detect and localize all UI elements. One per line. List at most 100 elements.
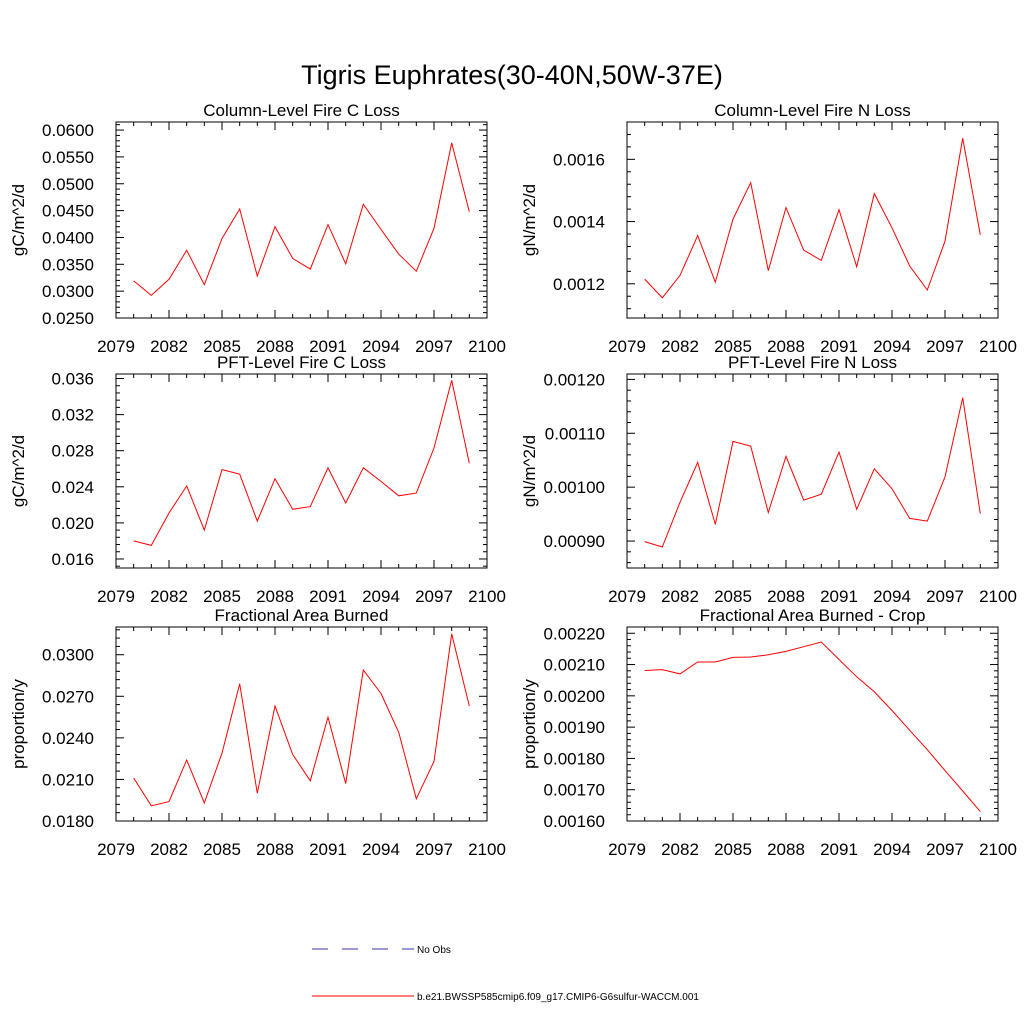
- y-tick-label: 0.0210: [42, 770, 94, 789]
- series-line: [644, 641, 981, 812]
- y-tick-label: 0.0600: [42, 121, 94, 140]
- plot-frame: [626, 626, 999, 822]
- x-tick-label: 2088: [256, 587, 294, 606]
- y-tick-label: 0.016: [51, 550, 94, 569]
- x-tick-label: 2079: [97, 587, 135, 606]
- y-tick-label: 0.0500: [42, 175, 94, 194]
- chart-panel-1: Column-Level Fire C Loss gC/m^2/d 2079 2082…: [9, 101, 506, 356]
- x-tick-label: 2091: [309, 840, 347, 859]
- x-tick-label: 2082: [661, 337, 699, 356]
- y-tick-label: 0.0014: [553, 213, 605, 232]
- y-tick-label: 0.00180: [544, 749, 605, 768]
- y-tick-label: 0.00110: [545, 424, 605, 443]
- y-axis-label: proportion/y: [9, 679, 28, 769]
- y-tick-label: 0.00120: [544, 370, 605, 389]
- chart-panel-3: PFT-Level Fire C Loss gC/m^2/d 2079 2082 208…: [9, 353, 506, 606]
- x-tick-label: 2085: [714, 337, 752, 356]
- x-tick-label: 2097: [415, 840, 453, 859]
- x-tick-label: 2085: [203, 337, 241, 356]
- x-tick-label: 2100: [979, 337, 1017, 356]
- series-line: [133, 633, 470, 807]
- panel-title: PFT-Level Fire N Loss: [728, 353, 897, 372]
- chart-panel-6: Fractional Area Burned - Crop proportion/…: [520, 606, 1017, 859]
- x-tick-label: 2097: [926, 840, 964, 859]
- x-tick-label: 2082: [150, 337, 188, 356]
- x-tick-label: 2088: [256, 337, 294, 356]
- x-tick-label: 2091: [820, 840, 858, 859]
- chart-panel-5: Fractional Area Burned proportion/y 2079 20…: [9, 606, 506, 859]
- x-tick-label: 2082: [661, 587, 699, 606]
- legend: No Obs b.e21.BWSSP585cmip6.f09_g17.CMIP6…: [312, 945, 699, 1003]
- y-tick-label: 0.0240: [42, 729, 94, 748]
- x-tick-label: 2079: [97, 337, 135, 356]
- y-tick-label: 0.032: [51, 406, 94, 425]
- y-tick-label: 0.00190: [544, 718, 605, 737]
- x-tick-label: 2097: [926, 587, 964, 606]
- y-tick-label: 0.0450: [42, 202, 94, 221]
- y-axis-label: gC/m^2/d: [9, 184, 28, 256]
- series-line: [644, 138, 981, 299]
- series-line: [133, 142, 470, 297]
- y-tick-label: 0.020: [51, 514, 94, 533]
- y-tick-label: 0.00160: [544, 812, 605, 831]
- x-tick-label: 2085: [714, 840, 752, 859]
- chart-panel-4: PFT-Level Fire N Loss gN/m^2/d 2079 2082 208…: [520, 353, 1017, 606]
- y-tick-label: 0.0400: [42, 228, 94, 247]
- panel-title: Fractional Area Burned: [215, 606, 389, 625]
- x-tick-label: 2079: [608, 587, 646, 606]
- x-tick-label: 2094: [362, 840, 400, 859]
- x-tick-label: 2085: [714, 587, 752, 606]
- plot-frame: [115, 121, 488, 319]
- panel-title: Fractional Area Burned - Crop: [700, 606, 926, 625]
- x-tick-label: 2100: [979, 840, 1017, 859]
- y-axis-label: gC/m^2/d: [9, 435, 28, 507]
- panel-title: Column-Level Fire N Loss: [714, 101, 911, 120]
- legend-model-label: b.e21.BWSSP585cmip6.f09_g17.CMIP6-G6sulf…: [417, 992, 699, 1003]
- plot-frame: [626, 121, 999, 319]
- panels: Column-Level Fire C Loss gC/m^2/d 2079 2082…: [9, 101, 1017, 859]
- x-tick-label: 2091: [309, 587, 347, 606]
- y-axis-label: gN/m^2/d: [520, 184, 539, 256]
- x-tick-label: 2088: [256, 840, 294, 859]
- y-tick-label: 0.00100: [544, 478, 605, 497]
- y-tick-label: 0.0300: [42, 646, 94, 665]
- y-tick-label: 0.036: [51, 370, 94, 389]
- x-tick-label: 2097: [926, 337, 964, 356]
- series-line: [644, 397, 981, 548]
- x-tick-label: 2094: [362, 337, 400, 356]
- panel-title: PFT-Level Fire C Loss: [217, 353, 386, 372]
- x-tick-label: 2091: [309, 337, 347, 356]
- y-tick-label: 0.00220: [544, 624, 605, 643]
- x-tick-label: 2082: [150, 587, 188, 606]
- x-tick-label: 2088: [767, 337, 805, 356]
- y-tick-label: 0.00170: [544, 781, 605, 800]
- y-tick-label: 0.0270: [42, 687, 94, 706]
- y-tick-label: 0.028: [51, 442, 94, 461]
- x-tick-label: 2082: [150, 840, 188, 859]
- x-tick-label: 2100: [468, 337, 506, 356]
- y-tick-label: 0.0350: [42, 255, 94, 274]
- x-tick-label: 2100: [468, 587, 506, 606]
- y-tick-label: 0.00200: [544, 687, 605, 706]
- y-tick-label: 0.00210: [544, 656, 605, 675]
- y-axis-label: gN/m^2/d: [520, 435, 539, 507]
- x-tick-label: 2100: [979, 587, 1017, 606]
- figure-title: Tigris Euphrates(30-40N,50W-37E): [301, 60, 723, 90]
- x-tick-label: 2097: [415, 337, 453, 356]
- y-tick-label: 0.0012: [553, 275, 605, 294]
- y-tick-label: 0.0250: [42, 309, 94, 328]
- x-tick-label: 2097: [415, 587, 453, 606]
- y-tick-label: 0.0016: [553, 150, 605, 169]
- x-tick-label: 2085: [203, 587, 241, 606]
- x-tick-label: 2094: [873, 587, 911, 606]
- plot-frame: [626, 373, 999, 569]
- x-tick-label: 2094: [873, 840, 911, 859]
- y-tick-label: 0.024: [51, 478, 94, 497]
- x-tick-label: 2079: [97, 840, 135, 859]
- y-axis-label: proportion/y: [520, 679, 539, 769]
- x-tick-label: 2079: [608, 337, 646, 356]
- plot-frame: [115, 626, 488, 822]
- legend-obs-label: No Obs: [417, 945, 451, 956]
- y-tick-label: 0.0180: [42, 812, 94, 831]
